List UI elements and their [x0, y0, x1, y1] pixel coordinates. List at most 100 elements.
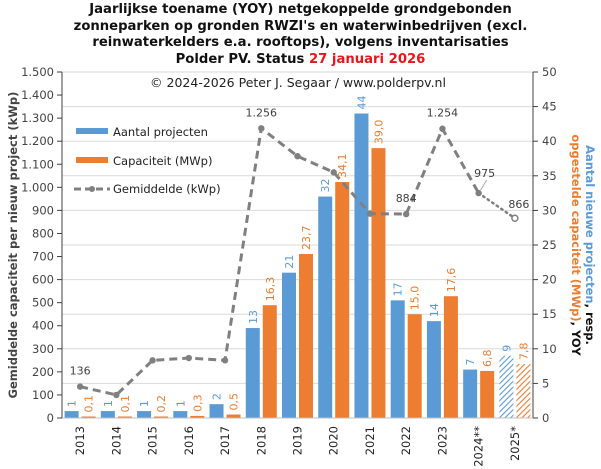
data-label-projects: 9 — [500, 345, 513, 352]
data-label-capacity: 6,8 — [481, 349, 494, 367]
copyright-text: © 2024-2026 Peter J. Segaar / www.polder… — [150, 75, 446, 90]
title-status-prefix: Polder PV. Status — [175, 51, 309, 67]
average-point — [402, 210, 410, 218]
data-label-capacity: 0,3 — [191, 394, 204, 412]
legend: Aantal projecten Capaciteit (MWp) Gemidd… — [74, 125, 221, 196]
data-label-capacity: 7,8 — [517, 343, 530, 361]
left-axis-tick-label: 200 — [32, 365, 54, 379]
data-label-average: 1.254 — [427, 107, 459, 120]
data-label-projects: 1 — [102, 400, 115, 407]
data-label-projects: 14 — [428, 303, 441, 317]
svg-text:opgestelde capaciteit (MWp), Y: opgestelde capaciteit (MWp), YOY — [569, 134, 583, 356]
right-axis-tick-label: 30 — [542, 203, 557, 217]
left-axis-tick-label: 1.100 — [21, 157, 54, 171]
bar-projects — [463, 369, 478, 418]
data-label-projects: 1 — [66, 400, 79, 407]
x-axis-category-label: 2017 — [218, 426, 232, 455]
x-axis-category-label: 2016 — [182, 426, 196, 455]
data-label-projects: 13 — [247, 310, 260, 324]
left-axis-tick-label: 0 — [47, 411, 54, 425]
bar-capacity — [262, 305, 277, 418]
title-status-date: 27 januari 2026 — [308, 51, 426, 67]
right-axis-tick-label: 15 — [542, 307, 557, 321]
bar-projects — [137, 411, 152, 418]
gridlines — [62, 71, 533, 384]
data-label-leader-line — [480, 179, 488, 191]
data-label-capacity: 34,1 — [336, 154, 349, 179]
left-axis-tick-label: 300 — [32, 342, 54, 356]
data-label-projects: 32 — [319, 179, 332, 193]
right-axis-tick-label: 45 — [542, 100, 557, 114]
bar-projects — [390, 300, 405, 418]
x-axis-category-label: 2018 — [254, 426, 268, 455]
bar-capacity — [335, 182, 350, 418]
left-axis-tick-label: 1.200 — [21, 134, 54, 148]
average-point — [113, 391, 120, 399]
average-line-estimate-path — [477, 191, 517, 220]
left-axis-tick-label: 1.000 — [21, 180, 54, 194]
bar-projects — [426, 321, 441, 418]
x-axis-category-label: 2023 — [435, 426, 449, 455]
bar-projects — [209, 404, 224, 418]
bar-capacity — [516, 364, 531, 418]
data-label-capacity: 16,3 — [264, 277, 277, 302]
data-label-capacity: 39,0 — [372, 120, 385, 145]
data-label-capacity: 15,0 — [409, 286, 422, 311]
bar-projects — [100, 411, 115, 418]
bar-capacity — [190, 415, 205, 418]
left-axis-tick-label: 900 — [32, 203, 54, 217]
chart-title: Jaarlijkse toename (YOY) netgekoppelde g… — [0, 2, 601, 68]
right-axis-title: Aantal nieuwe projecten, resp. opgesteld… — [569, 134, 597, 356]
legend-label-projects: Aantal projecten — [113, 125, 208, 139]
bar-projects — [354, 113, 369, 419]
bar-projects — [64, 411, 79, 418]
bar-projects — [499, 355, 514, 418]
legend-marker-average — [89, 186, 95, 192]
average-point — [439, 125, 446, 132]
data-label-projects: 21 — [283, 255, 296, 269]
average-point — [76, 383, 84, 390]
average-point — [149, 357, 156, 364]
right-axis-tick-label: 35 — [542, 169, 557, 183]
average-line-path — [79, 126, 480, 397]
x-axis-category-label: 2020 — [327, 426, 341, 455]
legend-swatch-capacity — [76, 157, 108, 163]
left-axis-tick-label: 800 — [32, 226, 54, 240]
right-axis-tick-label: 10 — [542, 342, 557, 356]
left-axis-title: Gemiddelde capaciteit per nieuw project … — [6, 92, 20, 399]
title-line-3: reinwaterkelders e.a. rooftops), volgens… — [92, 35, 509, 50]
data-label-capacity: 0,2 — [155, 395, 168, 413]
left-axis-tick-label: 1.400 — [21, 88, 54, 102]
data-label-average: 866 — [508, 198, 529, 211]
x-axis-category-label: 2021 — [363, 426, 377, 455]
left-axis-tick-label: 400 — [32, 319, 54, 333]
right-axis-title-part1: Aantal nieuwe projecten — [583, 145, 597, 303]
bar-capacity — [407, 314, 422, 418]
right-axis-tick-label: 50 — [542, 65, 557, 79]
x-axis-category-label: 2025* — [508, 426, 522, 461]
data-label-projects: 2 — [211, 393, 224, 400]
average-point — [185, 354, 193, 362]
x-axis-category-label: 2013 — [73, 426, 87, 455]
right-axis-tick-label: 40 — [542, 134, 557, 148]
legend-label-average: Gemiddelde (kWp) — [113, 182, 221, 196]
bar-capacity — [117, 416, 132, 418]
x-axis-category-label: 2022 — [399, 426, 413, 455]
right-axis-title-part3: opgestelde capaciteit (MWp) — [569, 134, 583, 321]
right-axis-tick-label: 20 — [542, 273, 557, 287]
right-axis-tick-label: 5 — [542, 376, 549, 390]
average-point-estimate — [511, 214, 519, 222]
bars — [64, 113, 531, 419]
bar-projects — [173, 411, 188, 418]
x-axis-category-label: 2019 — [291, 426, 305, 455]
bar-projects — [245, 328, 260, 418]
data-label-average: 884 — [396, 192, 417, 205]
data-label-average: 1.256 — [246, 106, 278, 119]
average-point — [475, 189, 482, 197]
data-label-projects: 1 — [138, 400, 151, 407]
bar-capacity — [226, 414, 241, 418]
left-axis-tick-label: 1.500 — [21, 65, 54, 79]
data-label-capacity: 17,6 — [445, 268, 458, 293]
data-label-projects: 7 — [464, 359, 477, 366]
